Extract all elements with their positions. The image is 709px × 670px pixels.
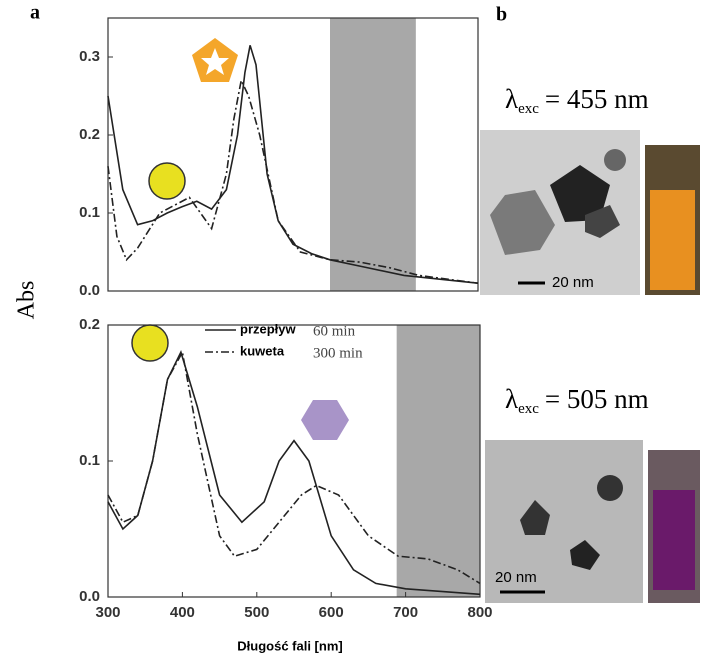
star-icon (192, 38, 238, 82)
legend-label: przepływ (240, 321, 297, 336)
x-tick-label: 800 (467, 604, 492, 621)
text: = 455 nm (545, 84, 649, 114)
x-tick-label: 600 (319, 604, 344, 621)
y-tick-label: 0.1 (79, 452, 100, 469)
subscript: exc (518, 401, 539, 417)
plot: 0.0 0.1 0.2 300 400 500 600 700 800 przepływ 60 mi… (79, 316, 492, 621)
shaded-region (330, 18, 416, 291)
x-axis-label: Długość fali [nm] (237, 638, 342, 653)
hexagon-icon (301, 400, 349, 440)
vial-liquid (650, 190, 695, 290)
shaded-region (397, 325, 480, 597)
particle (597, 475, 623, 501)
y-tick-label: 0.2 (79, 316, 100, 333)
y-tick-label: 0.0 (79, 588, 100, 605)
text: = 505 nm (545, 384, 649, 414)
sphere-icon (132, 325, 168, 361)
excitation-label: λexc = 505 nm (505, 384, 649, 417)
y-tick-label: 0.2 (79, 126, 100, 143)
y-tick-label: 0.3 (79, 48, 100, 65)
vial-liquid (653, 490, 695, 590)
x-tick-label: 500 (244, 604, 269, 621)
subscript: exc (518, 101, 539, 117)
x-tick-label: 700 (393, 604, 418, 621)
legend-time: 300 min (313, 345, 363, 361)
panel-label: b (496, 4, 507, 26)
y-tick-label: 0.0 (79, 282, 100, 299)
panel-label: a (30, 2, 40, 24)
sphere-icon (149, 163, 185, 199)
scale-bar-label: 20 nm (495, 569, 537, 586)
y-axis-label: Abs (14, 281, 40, 320)
symbol: λ (505, 84, 518, 114)
y-tick-label: 0.1 (79, 204, 100, 221)
particle (604, 149, 626, 171)
legend-label: kuweta (240, 343, 285, 358)
x-tick-label: 300 (95, 604, 120, 621)
plot: 0.0 0.1 0.2 0.3 (79, 18, 478, 299)
x-tick-label: 400 (170, 604, 195, 621)
scale-bar-label: 20 nm (552, 274, 594, 291)
excitation-label: λexc = 455 nm (505, 84, 649, 117)
symbol: λ (505, 384, 518, 414)
figure: a Abs Długość fali [nm] b λexc= 455 nm 2… (0, 0, 709, 665)
legend-time: 60 min (313, 323, 356, 339)
plot-frame (108, 18, 478, 291)
